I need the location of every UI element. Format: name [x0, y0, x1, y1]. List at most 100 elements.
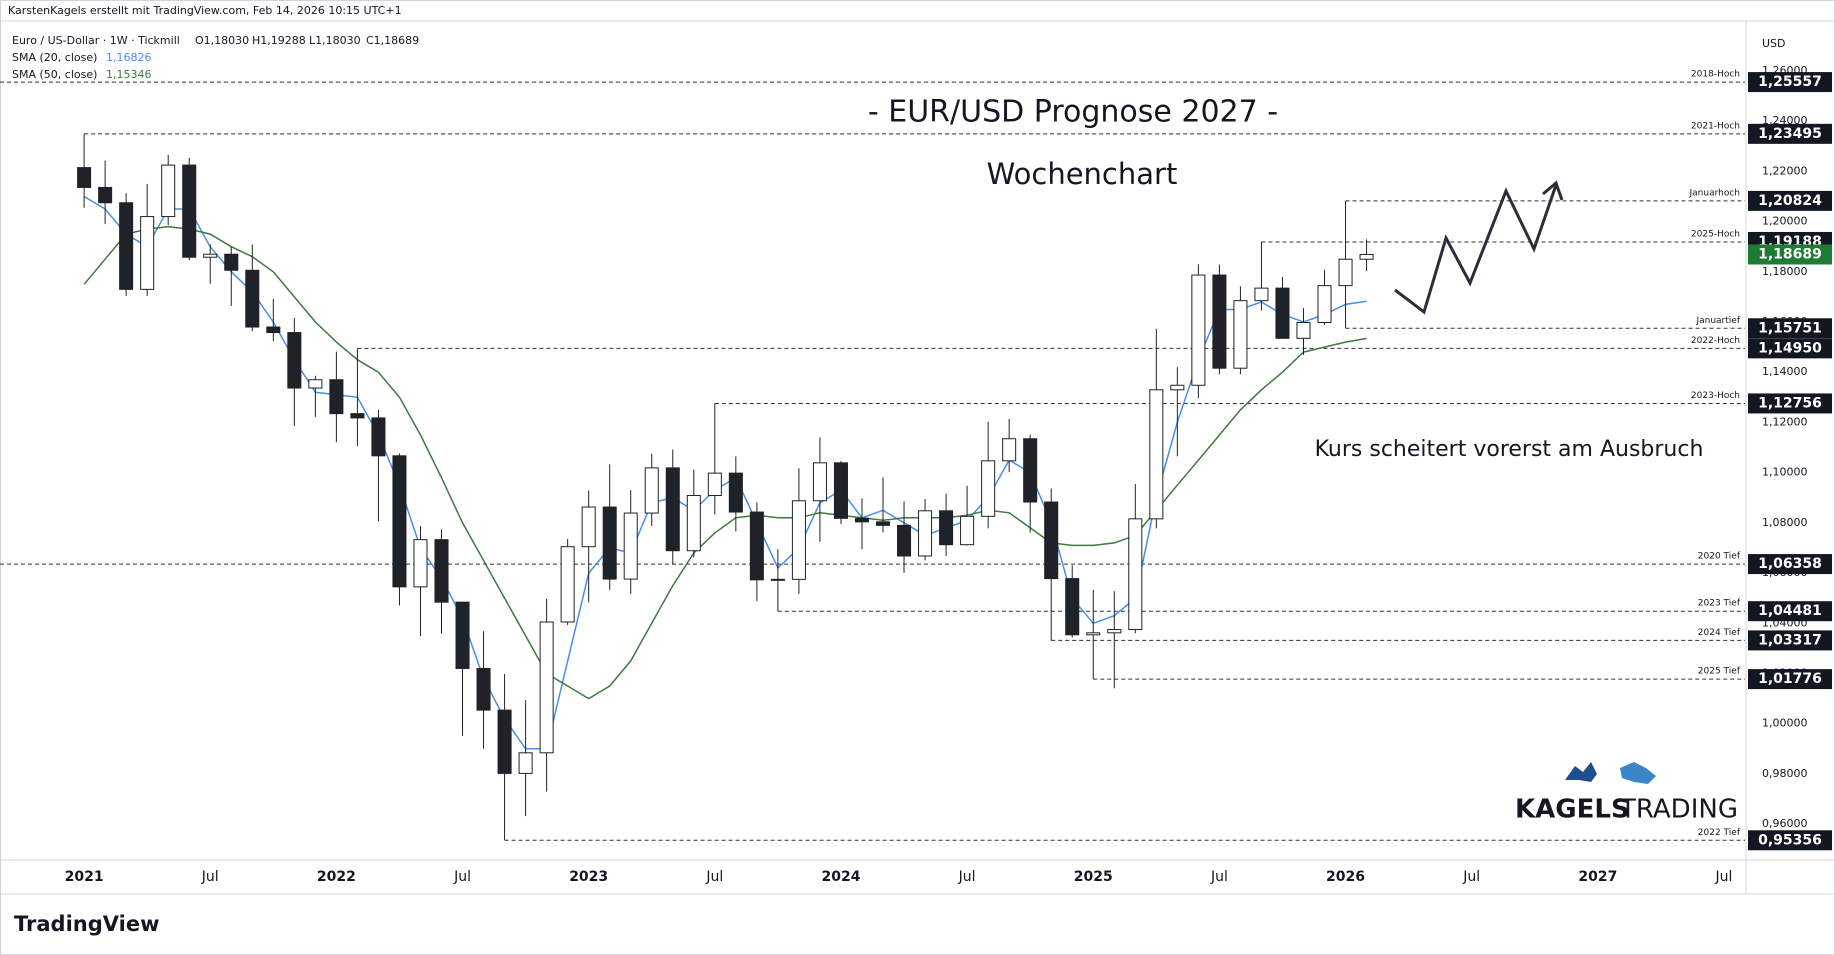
- brand-logo: KAGELS TRADING: [1515, 762, 1738, 825]
- x-tick-label: Jul: [1462, 869, 1480, 885]
- tradingview-logo: TradingView: [14, 912, 159, 936]
- candle-body: [812, 462, 827, 502]
- candle-body: [1086, 632, 1101, 636]
- candle-body: [539, 621, 554, 754]
- candle-body: [203, 253, 218, 258]
- candle-body: [1212, 274, 1227, 369]
- candle-body: [350, 413, 365, 419]
- candle-body: [308, 379, 323, 389]
- y-tick-label: 1,22000: [1762, 164, 1808, 177]
- level-value-label: 1,25557: [1758, 74, 1822, 90]
- level-label: 2024 Tief: [1698, 628, 1741, 638]
- candle-body: [854, 517, 870, 523]
- candle-body: [497, 709, 512, 774]
- brand-bold: KAGELS: [1515, 795, 1630, 825]
- last-price-box: [1748, 244, 1832, 265]
- candle-body: [1191, 274, 1206, 386]
- candle-body: [413, 539, 428, 588]
- level-label: 2023-Hoch: [1691, 391, 1740, 401]
- candle-body: [770, 578, 785, 581]
- bear-icon: [1620, 762, 1656, 784]
- candle-body: [1065, 578, 1080, 636]
- brand-light: TRADING: [1619, 795, 1738, 825]
- level-box: [1748, 72, 1832, 93]
- level-value-label: 1,06358: [1758, 556, 1822, 572]
- legend-value: 1,16826: [106, 51, 152, 64]
- x-tick-label: Jul: [705, 869, 723, 885]
- candle-body: [918, 510, 933, 557]
- level-value-label: 0,95356: [1758, 832, 1822, 848]
- candle-body: [77, 167, 92, 188]
- candle-body: [182, 164, 197, 258]
- candle-body: [1170, 384, 1185, 391]
- candle-body: [791, 500, 806, 580]
- level-box: [1748, 338, 1832, 359]
- candle-body: [749, 511, 764, 581]
- level-label: Januarhoch: [1689, 188, 1741, 198]
- level-label: 2025 Tief: [1698, 667, 1741, 677]
- chart-title: - EUR/USD Prognose 2027 -: [868, 95, 1278, 130]
- candle-body: [1338, 258, 1353, 287]
- level-box: [1748, 669, 1832, 690]
- candle-body: [161, 164, 176, 218]
- candle-body: [686, 494, 701, 552]
- x-tick-label: Jul: [1715, 869, 1733, 885]
- y-tick-label: 0,96000: [1762, 817, 1808, 830]
- x-tick-label: 2026: [1326, 869, 1365, 885]
- x-tick-label: Jul: [958, 869, 976, 885]
- level-label: 2022-Hoch: [1691, 336, 1740, 346]
- x-tick-label: Jul: [1210, 869, 1228, 885]
- candle-body: [665, 467, 680, 552]
- candle-body: [119, 202, 134, 290]
- y-tick-label: 1,10000: [1762, 466, 1808, 479]
- candle-body: [287, 332, 302, 389]
- candle-body: [602, 506, 617, 580]
- candle-body: [329, 379, 344, 415]
- x-tick-label: 2024: [821, 869, 860, 885]
- last-price-label: 1,18689: [1758, 246, 1822, 262]
- x-tick-label: Jul: [201, 869, 219, 885]
- candle-body: [1275, 287, 1290, 339]
- x-tick-label: 2022: [317, 869, 356, 885]
- x-tick-label: 2021: [65, 869, 104, 885]
- candle-body: [833, 462, 848, 519]
- y-tick-label: 1,12000: [1762, 415, 1808, 428]
- candle-body: [1002, 438, 1017, 462]
- level-value-label: 1,12756: [1758, 395, 1822, 411]
- legend-name: SMA (20, close): [12, 51, 97, 64]
- level-box: [1748, 123, 1832, 144]
- candle-body: [560, 546, 575, 623]
- level-value-label: 1,23495: [1758, 126, 1822, 142]
- forecast-arrowhead: [1542, 180, 1564, 201]
- candle-body: [644, 467, 659, 514]
- candle-body: [581, 506, 596, 548]
- candle-body: [455, 601, 470, 669]
- level-value-label: 1,15751: [1758, 320, 1822, 336]
- candle-body: [1233, 300, 1248, 369]
- candle-body: [1044, 501, 1059, 580]
- candle-body: [476, 667, 491, 711]
- y-tick-label: 1,20000: [1762, 215, 1808, 228]
- ohlc-value: H1,19288: [252, 34, 306, 47]
- candle-body: [245, 269, 260, 328]
- candle-body: [1128, 518, 1143, 631]
- candle-body: [518, 752, 533, 774]
- level-box: [1748, 190, 1832, 211]
- level-value-label: 1,20824: [1758, 193, 1822, 209]
- level-value-label: 1,03317: [1758, 632, 1822, 648]
- y-tick-label: 1,18000: [1762, 265, 1808, 278]
- candle-body: [897, 524, 912, 557]
- candle-body: [939, 510, 954, 546]
- legend-name: SMA (50, close): [12, 68, 97, 81]
- level-label: 2021-Hoch: [1691, 121, 1740, 131]
- candle-body: [1023, 438, 1038, 503]
- candle-body: [98, 186, 113, 204]
- forecast-path: [1394, 184, 1558, 315]
- credit: KarstenKagels erstellt mit TradingView.c…: [8, 4, 402, 17]
- candle-body: [707, 472, 722, 496]
- candle-body: [875, 521, 891, 526]
- candle-body: [960, 515, 975, 546]
- x-tick-label: Jul: [453, 869, 471, 885]
